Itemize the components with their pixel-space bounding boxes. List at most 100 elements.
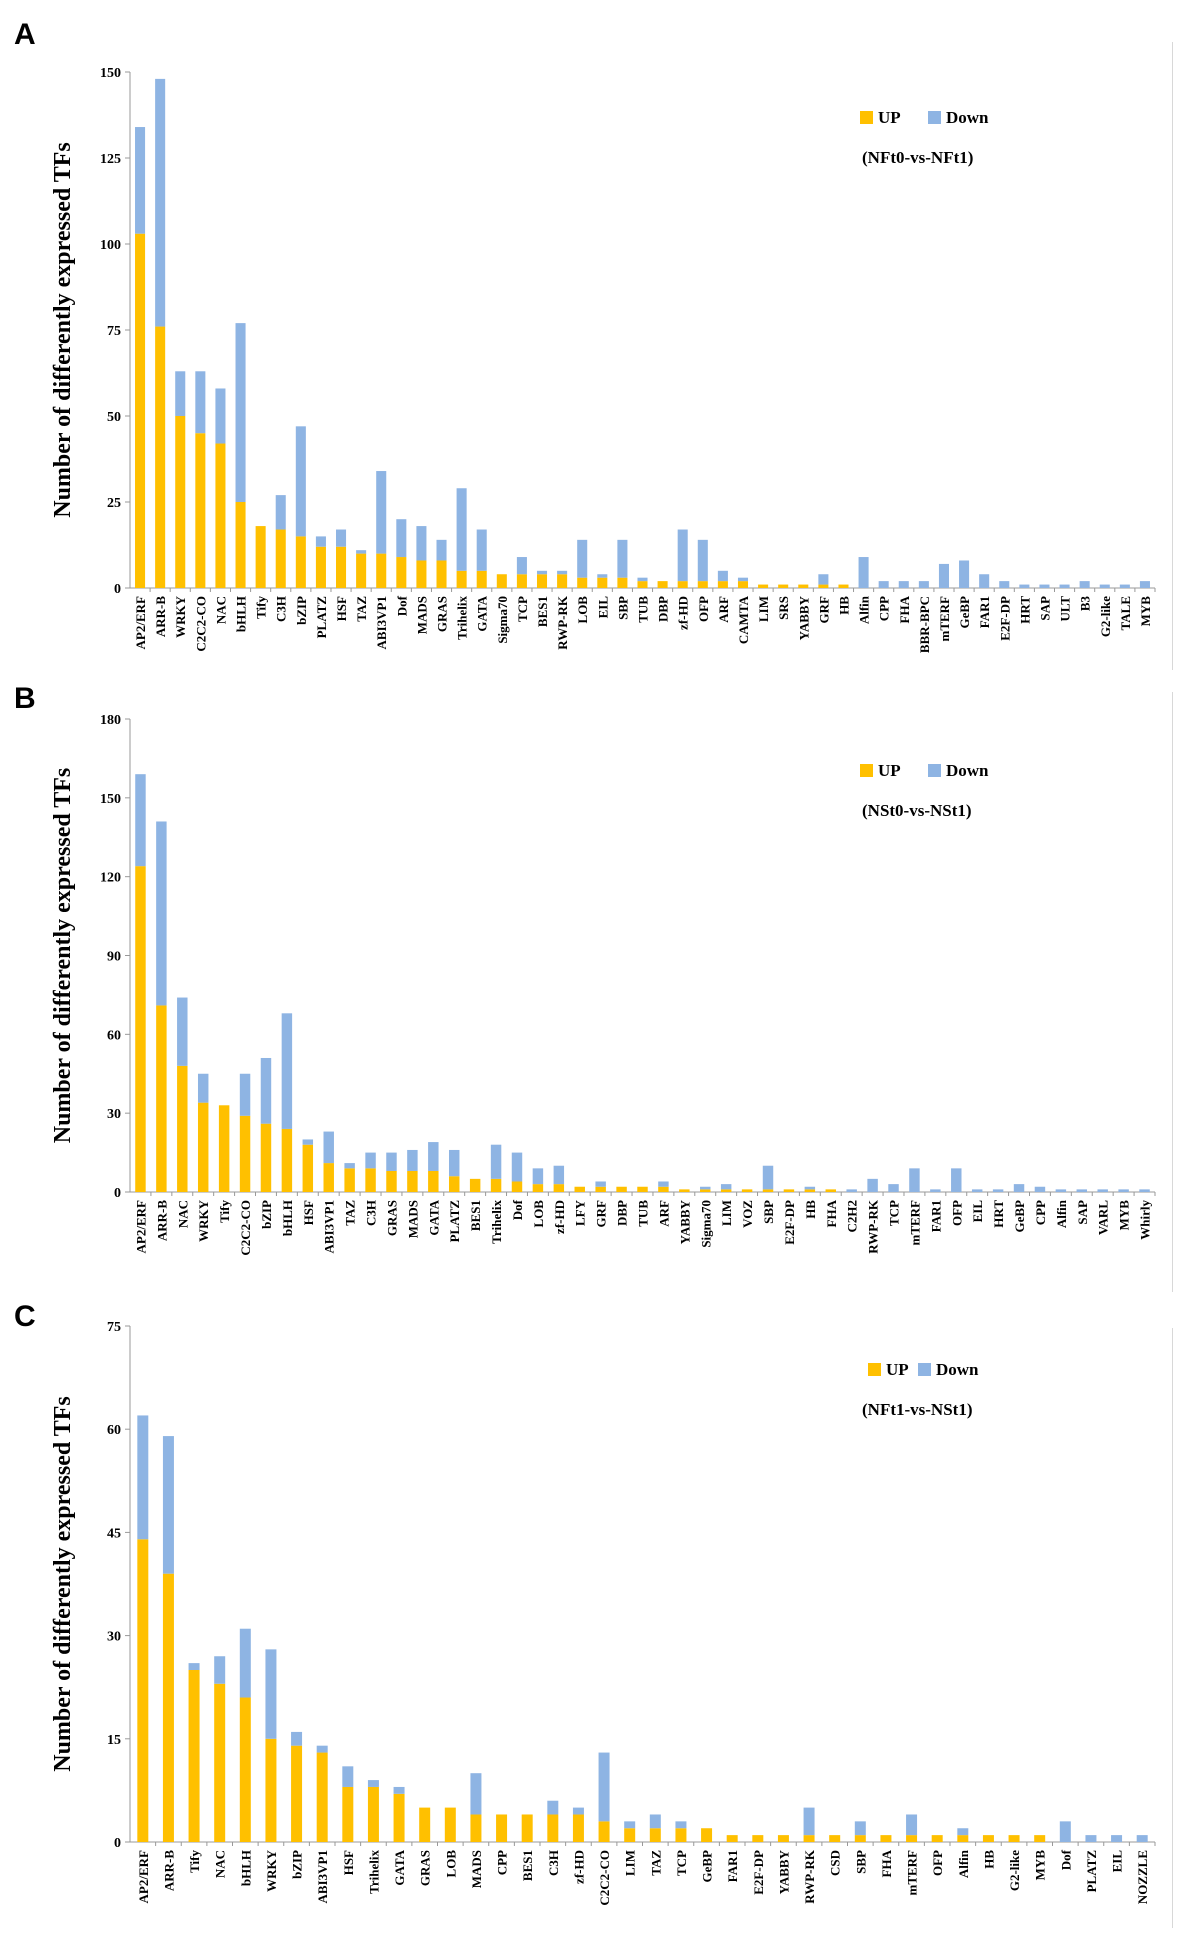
x-tick-label: BES1	[535, 596, 550, 627]
bar-up	[239, 1697, 251, 1842]
bar-down	[717, 570, 728, 582]
bar-down	[291, 1731, 303, 1746]
bar-up	[854, 1835, 866, 1842]
chart-c: 0 15 30 45 60 75 Number of differently express…	[50, 1320, 1156, 1906]
bar-down	[1039, 584, 1050, 588]
x-tick-label: E2F-DP	[782, 1200, 797, 1245]
legend-label-up: UP	[878, 108, 901, 127]
bar-up	[726, 1835, 738, 1842]
panel-b: B 0 30 60 90 120 150 180 Number of differently …	[0, 680, 1183, 1300]
x-tick-label: HRT	[991, 1200, 1006, 1228]
bar-down	[595, 1181, 606, 1187]
x-tick-label: NAC	[175, 1200, 190, 1228]
x-tick-label: HRT	[1017, 596, 1032, 624]
x-tick-label: PLATZ	[314, 596, 329, 639]
bar-down	[195, 371, 206, 434]
x-tick-label: C2C2-CO	[193, 596, 208, 652]
bar-down	[737, 577, 749, 582]
bar-down	[930, 1189, 941, 1192]
bar-up	[906, 1835, 918, 1842]
x-tick-label: WRKY	[264, 1849, 279, 1892]
bar-down	[155, 78, 166, 327]
x-tick-label: HB	[836, 596, 851, 615]
chart-a: 0 25 50 75 100 125 150 Number of differently ex…	[50, 66, 1156, 653]
bar-down	[428, 1142, 439, 1171]
bar-down	[532, 1168, 544, 1185]
bar-down	[436, 539, 447, 561]
bar-down	[188, 1663, 200, 1670]
x-tick-label: GeBP	[700, 1850, 715, 1883]
x-tick-label: TCP	[887, 1200, 902, 1226]
bar-down	[214, 1656, 226, 1684]
bar-up	[177, 1065, 188, 1192]
x-tick-label: Tify	[187, 1850, 202, 1873]
x-tick-label: WRKY	[173, 595, 188, 638]
y-tick-label: 60	[107, 1028, 121, 1043]
x-tick-label: ABI3VP1	[322, 1200, 337, 1253]
x-tick-label: GATA	[426, 1199, 441, 1235]
bar-up	[577, 577, 588, 588]
bar-up	[356, 553, 367, 588]
x-tick-label: bHLH	[234, 596, 249, 632]
bar-down	[1034, 1186, 1046, 1192]
x-tick-label: OFP	[949, 1200, 964, 1226]
x-tick-label: LOB	[443, 1850, 458, 1878]
comparison-label: (NFt1-vs-NSt1)	[862, 1400, 972, 1419]
x-tick-label: CPP	[877, 596, 892, 621]
y-axis-title: Number of differently expressed TFs	[50, 768, 76, 1144]
bar-down	[393, 1786, 405, 1794]
bar-down	[302, 1139, 314, 1145]
y-tick-label: 30	[107, 1107, 121, 1122]
y-tick-label: 120	[100, 871, 121, 886]
x-tick-label: TUB	[636, 1200, 651, 1227]
x-tick-label: ULT	[1058, 596, 1073, 622]
legend-label-up: UP	[878, 761, 901, 780]
bar-up	[701, 1828, 713, 1842]
y-tick-label: 50	[107, 410, 121, 425]
bar-down	[553, 1165, 565, 1185]
x-tick-label: Sigma70	[698, 1200, 713, 1248]
bar-up	[798, 584, 809, 588]
x-tick-label: VARL	[1096, 1200, 1111, 1235]
bar-up	[407, 1170, 418, 1192]
x-tick-label: RWP-RK	[866, 1199, 881, 1254]
bar-up	[469, 1178, 481, 1192]
bar-up	[1034, 1835, 1046, 1842]
bar-up	[218, 1105, 230, 1192]
bar-up	[476, 570, 487, 588]
x-tick-label: mTERF	[905, 1850, 920, 1896]
x-tick-label: DBP	[656, 596, 671, 622]
bar-up	[295, 536, 306, 588]
x-tick-label: OFP	[930, 1850, 945, 1876]
bar-down	[617, 539, 628, 578]
y-tick-label: 90	[107, 950, 121, 965]
bar-up	[197, 1102, 209, 1192]
bar-up	[825, 1189, 836, 1192]
bar-up	[449, 1176, 460, 1192]
bar-up	[195, 433, 206, 588]
x-tick-label: GRF	[594, 1200, 609, 1228]
bar-down	[342, 1766, 354, 1787]
bar-down	[577, 539, 588, 578]
x-tick-label: C3H	[274, 596, 289, 622]
x-tick-label: C3H	[546, 1850, 561, 1876]
bar-up	[838, 584, 849, 588]
frame-line	[1172, 692, 1173, 1292]
x-tick-label: YABBY	[776, 1849, 791, 1894]
bar-up	[574, 1186, 585, 1192]
bar-down	[281, 1013, 293, 1129]
x-tick-label: FHA	[897, 595, 912, 623]
bar-down	[677, 529, 688, 582]
bar-up	[777, 1835, 789, 1842]
bar-down	[265, 1649, 277, 1739]
bar-up	[649, 1828, 661, 1842]
bar-up	[741, 1189, 753, 1192]
bar-up	[302, 1144, 314, 1192]
x-tick-label: FAR1	[928, 1200, 943, 1232]
x-tick-label: GRAS	[384, 1200, 399, 1236]
bar-up	[336, 546, 347, 588]
bar-up	[737, 581, 749, 588]
bar-up	[982, 1835, 994, 1842]
bar-up	[496, 574, 507, 588]
bar-up	[281, 1128, 293, 1192]
